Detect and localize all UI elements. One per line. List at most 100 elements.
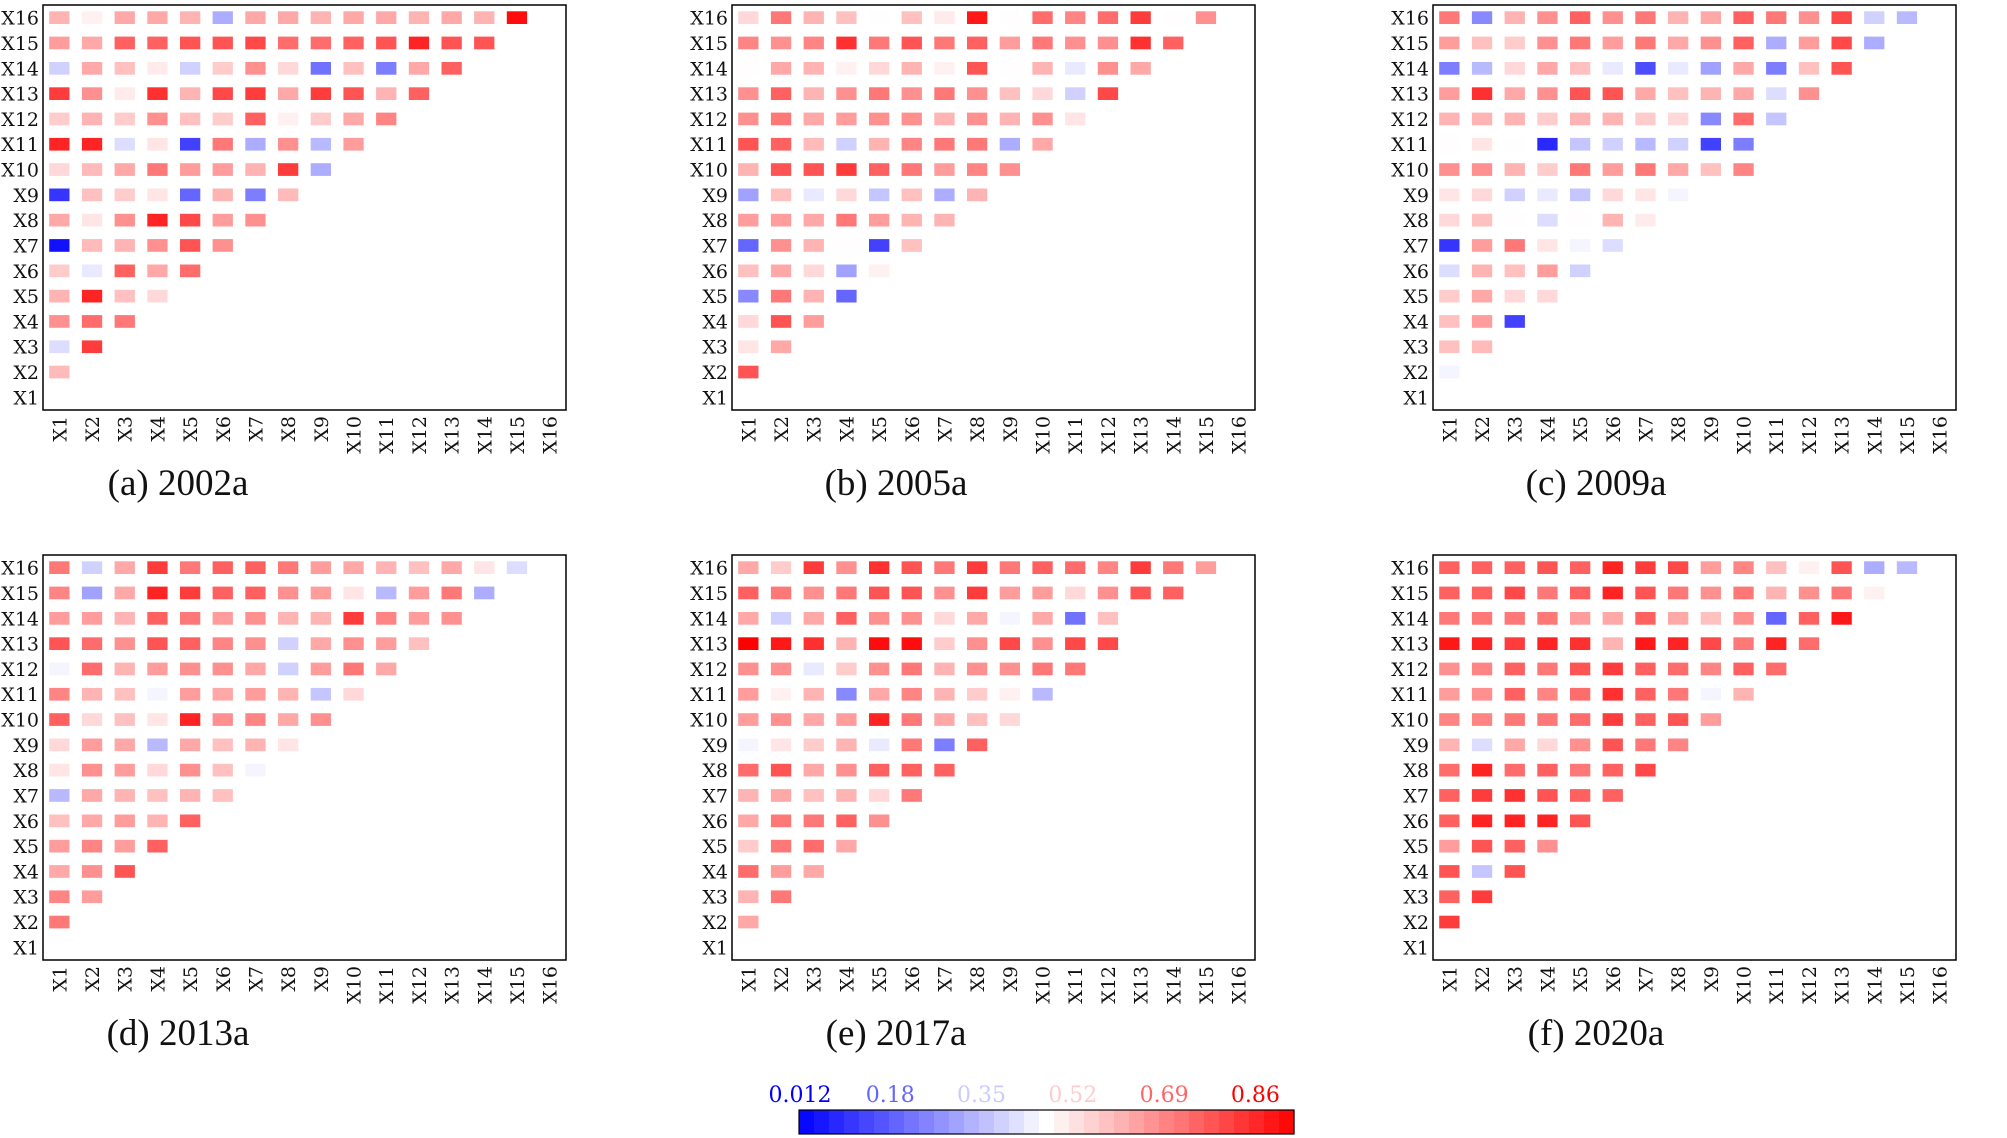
heatmap-cell-X4-X2: [81, 315, 103, 328]
heatmap-cell-X10-X6: [901, 713, 922, 726]
heatmap-cell-X14-X5: [869, 612, 890, 625]
colorbar-step: [1129, 1110, 1145, 1134]
colorbar-step: [1009, 1110, 1025, 1134]
heatmap-cell-X13-X7: [1635, 637, 1656, 650]
heatmap-cell-X14-X8: [1668, 62, 1689, 75]
panel-frame: [731, 4, 1256, 411]
heatmap-cell-X11-X9: [310, 687, 331, 701]
heatmap-cell-X9-X3: [114, 738, 135, 752]
heatmap-cell-X13-X3: [803, 87, 824, 100]
heatmap-cell-X16-X4: [1537, 561, 1558, 574]
x-tick-label: X15: [507, 416, 529, 454]
heatmap-cell-X10-X2: [81, 163, 103, 176]
heatmap-cell-X12-X1: [49, 662, 70, 676]
colorbar-step: [814, 1110, 830, 1134]
heatmap-cell-X11-X3: [114, 687, 135, 701]
heatmap-cell-X13-X12: [1798, 87, 1820, 100]
colorbar-step: [844, 1110, 860, 1134]
x-tick-label: X9: [1000, 966, 1022, 992]
heatmap-cell-X16-X6: [212, 11, 233, 24]
heatmap-cell-X8-X6: [212, 213, 233, 227]
y-tick-label: X4: [1403, 861, 1429, 883]
y-tick-label: X4: [702, 861, 728, 883]
heatmap-cell-X9-X6: [901, 188, 922, 202]
heatmap-cell-X7-X2: [770, 239, 792, 252]
y-tick-label: X5: [1403, 286, 1429, 308]
heatmap-cell-X3-X2: [1471, 340, 1493, 354]
x-tick-label: X2: [771, 966, 793, 992]
heatmap-cell-X7-X2: [81, 789, 103, 802]
heatmap-cell-X14-X7: [245, 62, 266, 75]
x-tick-label: X16: [1930, 966, 1952, 1004]
heatmap-cell-X15-X5: [1570, 586, 1591, 600]
x-tick-label: X1: [738, 966, 760, 992]
heatmap-cell-X15-X13: [1831, 36, 1852, 50]
heatmap-cell-X11-X7: [245, 137, 266, 151]
heatmap-cell-X10-X7: [934, 713, 955, 726]
x-tick-label: X6: [902, 966, 924, 992]
heatmap-cell-X4-X2: [770, 865, 792, 878]
heatmap-cell-X8-X2: [770, 213, 792, 227]
heatmap-cell-X8-X2: [81, 763, 103, 777]
heatmap-cell-X13-X2: [770, 87, 792, 100]
heatmap-cell-X13-X7: [1635, 87, 1656, 100]
heatmap-cell-X5-X1: [1439, 839, 1460, 853]
heatmap-cell-X7-X3: [803, 239, 824, 252]
heatmap-cell-X8-X5: [1570, 763, 1591, 777]
y-tick-label: X15: [1391, 33, 1429, 55]
y-tick-label: X9: [702, 185, 728, 207]
y-tick-label: X10: [690, 160, 728, 182]
heatmap-cell-X13-X7: [934, 637, 955, 650]
heatmap-cell-X6-X4: [147, 814, 168, 828]
y-tick-label: X5: [13, 836, 39, 858]
heatmap-cell-X15-X4: [147, 36, 168, 50]
colorbar-tick-label: 0.012: [769, 1083, 832, 1108]
heatmap-cell-X12-X1: [49, 112, 70, 126]
x-tick-label: X16: [540, 416, 562, 454]
heatmap-cell-X7-X4: [147, 789, 168, 802]
heatmap-cell-X10-X9: [999, 163, 1020, 176]
x-tick-label: X1: [49, 966, 71, 992]
heatmap-cell-X16-X15: [506, 11, 528, 24]
heatmap-cell-X15-X11: [376, 586, 397, 600]
heatmap-cell-X11-X2: [770, 687, 792, 701]
heatmap-cell-X8-X4: [1537, 763, 1558, 777]
heatmap-cell-X12-X4: [147, 112, 168, 126]
heatmap-cell-X15-X4: [147, 586, 168, 600]
heatmap-cell-X4-X3: [1504, 865, 1525, 878]
heatmap-cell-X13-X5: [1570, 637, 1591, 650]
heatmap-cell-X11-X10: [343, 137, 364, 151]
heatmap-cell-X9-X5: [869, 188, 890, 202]
heatmap-cell-X14-X12: [408, 62, 430, 75]
heatmap-cell-X16-X3: [1504, 561, 1525, 574]
heatmap-cell-X12-X1: [738, 112, 759, 126]
heatmap-cell-X15-X5: [869, 586, 890, 600]
y-tick-label: X13: [1, 634, 39, 656]
heatmap-cell-X10-X1: [738, 163, 759, 176]
heatmap-cell-X16-X9: [1700, 561, 1721, 574]
heatmap-cell-X6-X3: [1504, 264, 1525, 278]
x-tick-label: X10: [1734, 416, 1756, 454]
heatmap-cell-X12-X9: [310, 662, 331, 676]
heatmap-cell-X16-X4: [1537, 11, 1558, 24]
heatmap-cell-X14-X9: [999, 62, 1020, 75]
x-tick-label: X10: [1033, 966, 1055, 1004]
colorbar-step: [1099, 1110, 1115, 1134]
y-tick-label: X2: [702, 912, 728, 934]
heatmap-cell-X15-X13: [441, 36, 462, 50]
heatmap-cell-X12-X7: [245, 112, 266, 126]
heatmap-cell-X9-X8: [278, 738, 299, 752]
heatmap-cell-X14-X12: [1097, 62, 1119, 75]
heatmap-cell-X10-X5: [1570, 713, 1591, 726]
y-tick-label: X7: [1403, 235, 1429, 257]
heatmap-cell-X2-X1: [738, 915, 759, 929]
heatmap-cell-X11-X7: [934, 687, 955, 701]
heatmap-cell-X16-X13: [1130, 561, 1151, 574]
x-tick-label: X13: [1832, 966, 1854, 1004]
colorbar-step: [1174, 1110, 1190, 1134]
x-tick-label: X12: [1098, 416, 1120, 454]
heatmap-cell-X11-X5: [180, 687, 201, 701]
heatmap-cell-X4-X1: [49, 865, 70, 878]
heatmap-cell-X16-X14: [474, 561, 495, 574]
heatmap-cell-X9-X7: [934, 738, 955, 752]
